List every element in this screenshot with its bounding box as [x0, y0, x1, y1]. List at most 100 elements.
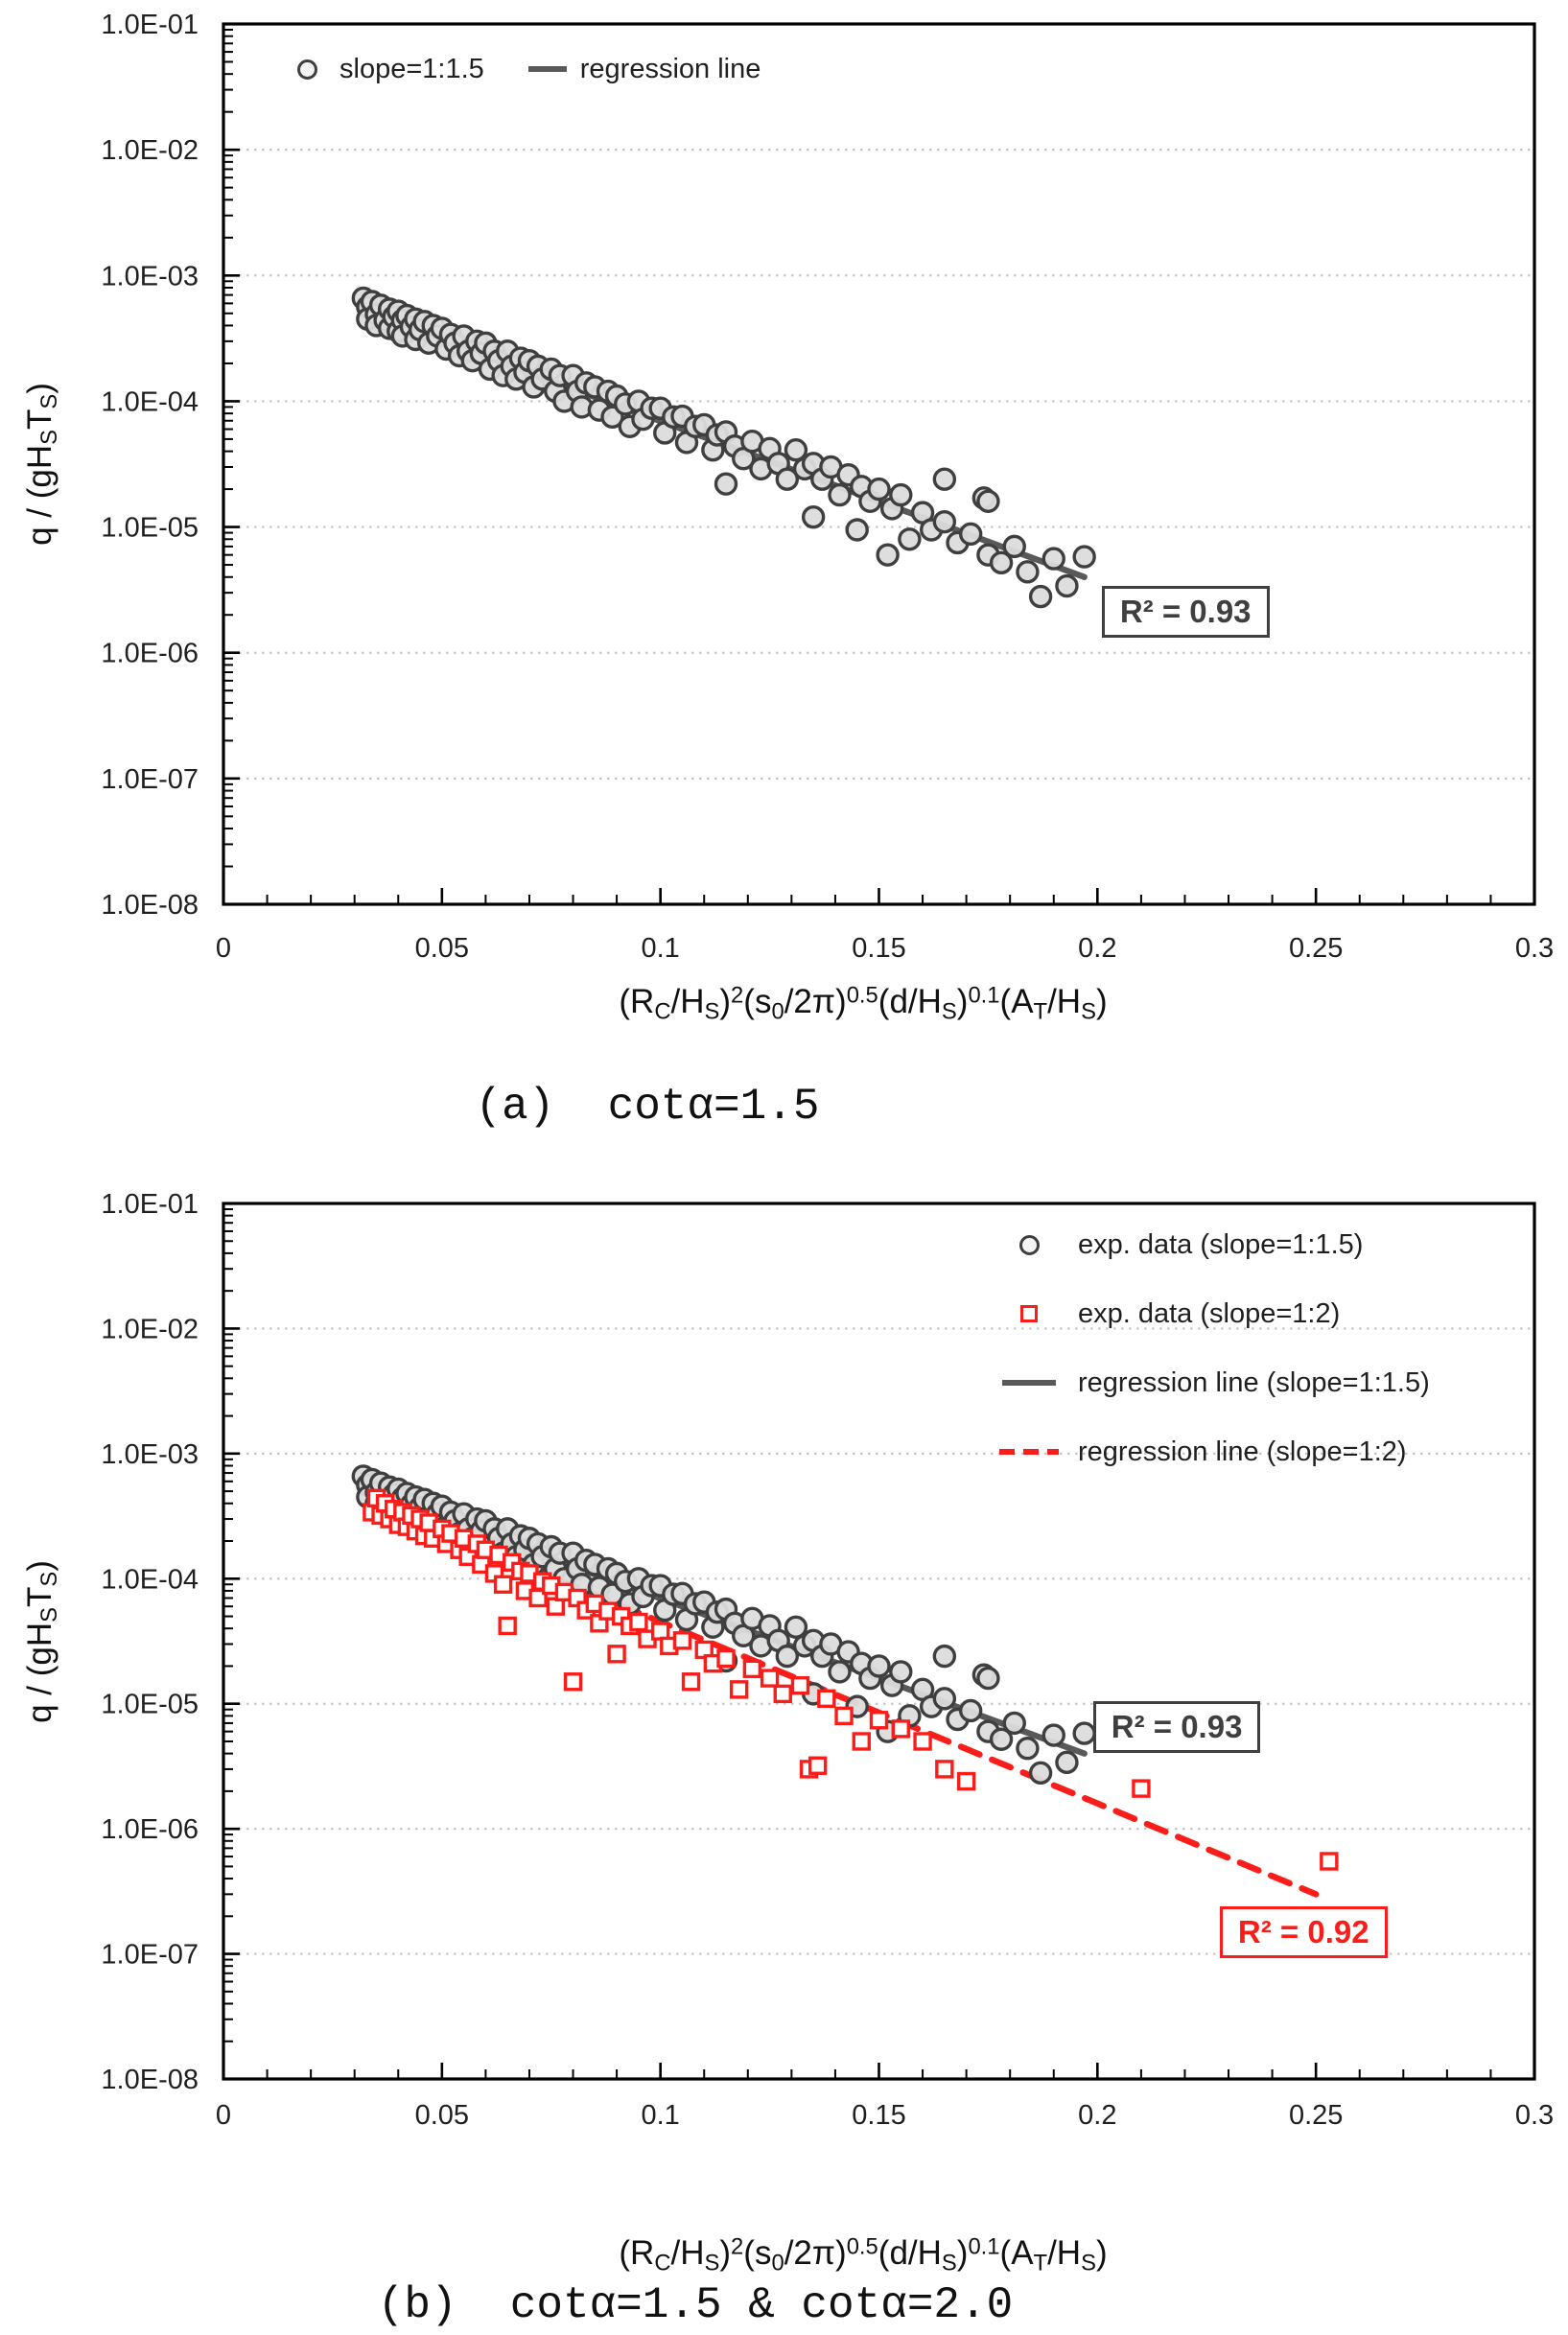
- axis-title-segment: S: [36, 393, 63, 409]
- data-point-circle: [932, 1644, 957, 1669]
- data-point-circle: [989, 550, 1014, 575]
- axis-title-segment: 2: [731, 2233, 744, 2260]
- solid-line-icon: [1002, 1380, 1056, 1386]
- x-axis-title-b: (RC/HS)2(s0/2π)0.5(d/HS)0.1(AT/HS): [619, 2234, 1107, 2277]
- r2-annotation: R² = 0.93: [1092, 1701, 1261, 1754]
- data-point-square: [935, 1760, 954, 1779]
- data-point-circle: [932, 467, 957, 491]
- axis-title-segment: /2π): [784, 983, 847, 1021]
- y-tick-label: 1.0E-01: [101, 10, 199, 40]
- data-point-circle: [1072, 545, 1096, 569]
- x-tick-label: 0: [216, 933, 231, 964]
- data-point-circle: [828, 1660, 852, 1684]
- axis-title-segment: T: [1033, 998, 1048, 1025]
- data-point-square: [790, 1675, 810, 1695]
- data-point-circle: [876, 543, 900, 567]
- y-tick-label: 1.0E-06: [101, 639, 199, 669]
- axis-title-segment: 0: [771, 998, 784, 1025]
- legend-item: regression line: [527, 48, 761, 90]
- y-tick-label: 1.0E-03: [101, 261, 199, 292]
- y-tick-label: 1.0E-03: [101, 1439, 199, 1470]
- legend-label: exp. data (slope=1:2): [1078, 1297, 1341, 1329]
- legend-panel-b: exp. data (slope=1:1.5) exp. data (slope=…: [994, 1210, 1430, 1486]
- x-tick-label: 0.25: [1289, 2100, 1343, 2131]
- data-point-circle: [1002, 1711, 1026, 1736]
- x-tick-label: 0.15: [852, 933, 905, 964]
- data-point-square: [742, 1659, 762, 1679]
- axis-title-segment: (R: [619, 2234, 655, 2273]
- circle-icon: [296, 58, 317, 80]
- x-tick-label: 0.25: [1289, 933, 1343, 964]
- data-point-circle: [1072, 1721, 1096, 1745]
- data-point-circle: [958, 522, 983, 547]
- axis-title-segment: T: [20, 409, 59, 430]
- axis-title-segment: ): [1095, 983, 1108, 1021]
- x-ticks: 0 0.05 0.1 0.15 0.2 0.25 0.3: [216, 888, 1554, 964]
- legend-label: slope=1:1.5: [339, 53, 484, 84]
- legend-label: regression line (slope=1:1.5): [1078, 1366, 1430, 1398]
- axis-title-segment: ): [719, 983, 732, 1021]
- data-point-square: [869, 1711, 889, 1730]
- y-tick-label: 1.0E-04: [101, 1564, 199, 1595]
- square-icon: [1020, 1305, 1038, 1322]
- data-point-circle: [828, 482, 852, 507]
- axis-title-segment: T: [1033, 2250, 1048, 2277]
- solid-line-legend-icon: [994, 1380, 1065, 1386]
- data-point-circle: [1028, 1761, 1053, 1786]
- x-tick-label: 0: [216, 2100, 231, 2131]
- axis-title-segment: (s: [743, 983, 772, 1021]
- data-point-square: [852, 1732, 871, 1751]
- x-tick-label: 0.2: [1078, 933, 1116, 964]
- data-point-circle: [1016, 1737, 1040, 1761]
- data-point-circle: [1055, 1750, 1079, 1775]
- data-point-circle: [989, 1727, 1014, 1751]
- data-point-circle: [1028, 584, 1053, 609]
- axis-title-segment: ): [1095, 2234, 1108, 2273]
- axis-title-segment: /H: [1047, 983, 1082, 1021]
- axis-title-segment: C: [654, 2250, 671, 2277]
- data-point-square: [913, 1732, 932, 1751]
- data-point-square: [760, 1669, 780, 1688]
- y-tick-label: 1.0E-04: [101, 386, 199, 417]
- circle-icon: [1018, 1234, 1040, 1255]
- data-point-circle: [1055, 573, 1079, 598]
- legend-item: regression line (slope=1:2): [994, 1417, 1430, 1486]
- data-point-square: [498, 1616, 517, 1636]
- y-tick-label: 1.0E-05: [101, 1690, 199, 1720]
- y-tick-label: 1.0E-08: [101, 890, 199, 921]
- axis-title-segment: (R: [619, 983, 655, 1021]
- data-point-square: [607, 1645, 626, 1664]
- axis-title-segment: ): [956, 983, 969, 1021]
- legend-item: exp. data (slope=1:2): [994, 1279, 1430, 1348]
- dashed-line-icon: [999, 1449, 1059, 1455]
- y-tick-label: 1.0E-07: [101, 1940, 199, 1971]
- axis-title-segment: ): [719, 2234, 732, 2273]
- x-axis-title-a: (RC/HS)2(s0/2π)0.5(d/HS)0.1(AT/HS): [619, 983, 1107, 1026]
- data-point-circle: [898, 527, 922, 551]
- gridlines: [223, 149, 1534, 780]
- data-point-square: [681, 1672, 701, 1692]
- circle-legend-icon: [994, 1234, 1065, 1255]
- data-point-circle: [1041, 1723, 1065, 1747]
- x-tick-label: 0.05: [415, 933, 469, 964]
- data-point-square: [1132, 1779, 1151, 1798]
- axis-title-segment: q / (gH: [20, 444, 59, 546]
- axis-title-segment: S: [704, 2250, 720, 2277]
- y-tick-label: 1.0E-08: [101, 2065, 199, 2095]
- y-tick-label: 1.0E-01: [101, 1189, 199, 1220]
- axis-title-segment: S: [1081, 998, 1096, 1025]
- r2-annotation: R² = 0.93: [1101, 586, 1270, 639]
- x-tick-label: 0.1: [642, 933, 680, 964]
- data-point-square: [808, 1756, 828, 1775]
- y-tick-label: 1.0E-06: [101, 1814, 199, 1845]
- legend-label: exp. data (slope=1:1.5): [1078, 1228, 1364, 1260]
- axis-title-segment: (d/H: [878, 983, 942, 1021]
- dashed-line-legend-icon: [994, 1449, 1065, 1455]
- axis-title-segment: (d/H: [878, 2234, 942, 2273]
- data-point-circle: [976, 489, 1000, 514]
- data-point-circle: [1002, 534, 1026, 559]
- series-points-1: [363, 1488, 1339, 1871]
- r2-annotation: R² = 0.92: [1219, 1905, 1388, 1958]
